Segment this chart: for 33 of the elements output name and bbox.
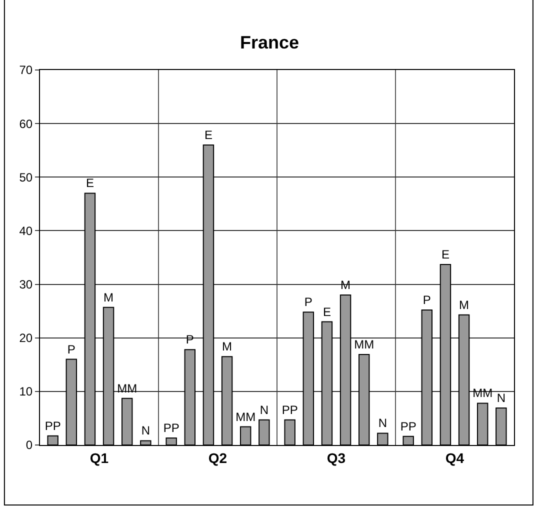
x-tick-label: Q4 (445, 450, 464, 466)
y-tick-label: 70 (19, 63, 33, 78)
y-tick-label: 10 (19, 384, 33, 399)
series-label: MM (354, 337, 374, 352)
series-label: M (104, 290, 114, 304)
y-tick-label: 40 (19, 224, 33, 238)
text: P (422, 293, 431, 307)
y-tick-label: 20 (19, 331, 33, 346)
text: PP (282, 402, 298, 417)
y-tick-label: 30 (19, 277, 33, 292)
text: N (378, 416, 387, 430)
x-tick-label: Q1 (90, 450, 109, 466)
text: N (260, 402, 268, 417)
x-tick-label: Q2 (208, 450, 228, 466)
chart-title: France (240, 32, 300, 53)
text: M (459, 298, 470, 312)
y-tick-label: 0 (26, 438, 33, 452)
text: E (322, 304, 331, 319)
text: E (441, 247, 450, 262)
text: E (204, 128, 212, 142)
y-tick-label: 50 (19, 170, 33, 184)
text: PP (163, 421, 180, 436)
series-label: N (141, 424, 150, 438)
series-label: PP (44, 418, 61, 433)
series-label: E (86, 176, 94, 190)
series-label: P (67, 342, 76, 356)
text: MM (236, 410, 256, 424)
x-tick-label: Q3 (326, 450, 346, 466)
text: M (222, 340, 232, 354)
y-tick-label: 60 (19, 116, 33, 131)
text: N (496, 391, 506, 406)
text: PP (400, 419, 416, 434)
text: P (304, 295, 312, 310)
